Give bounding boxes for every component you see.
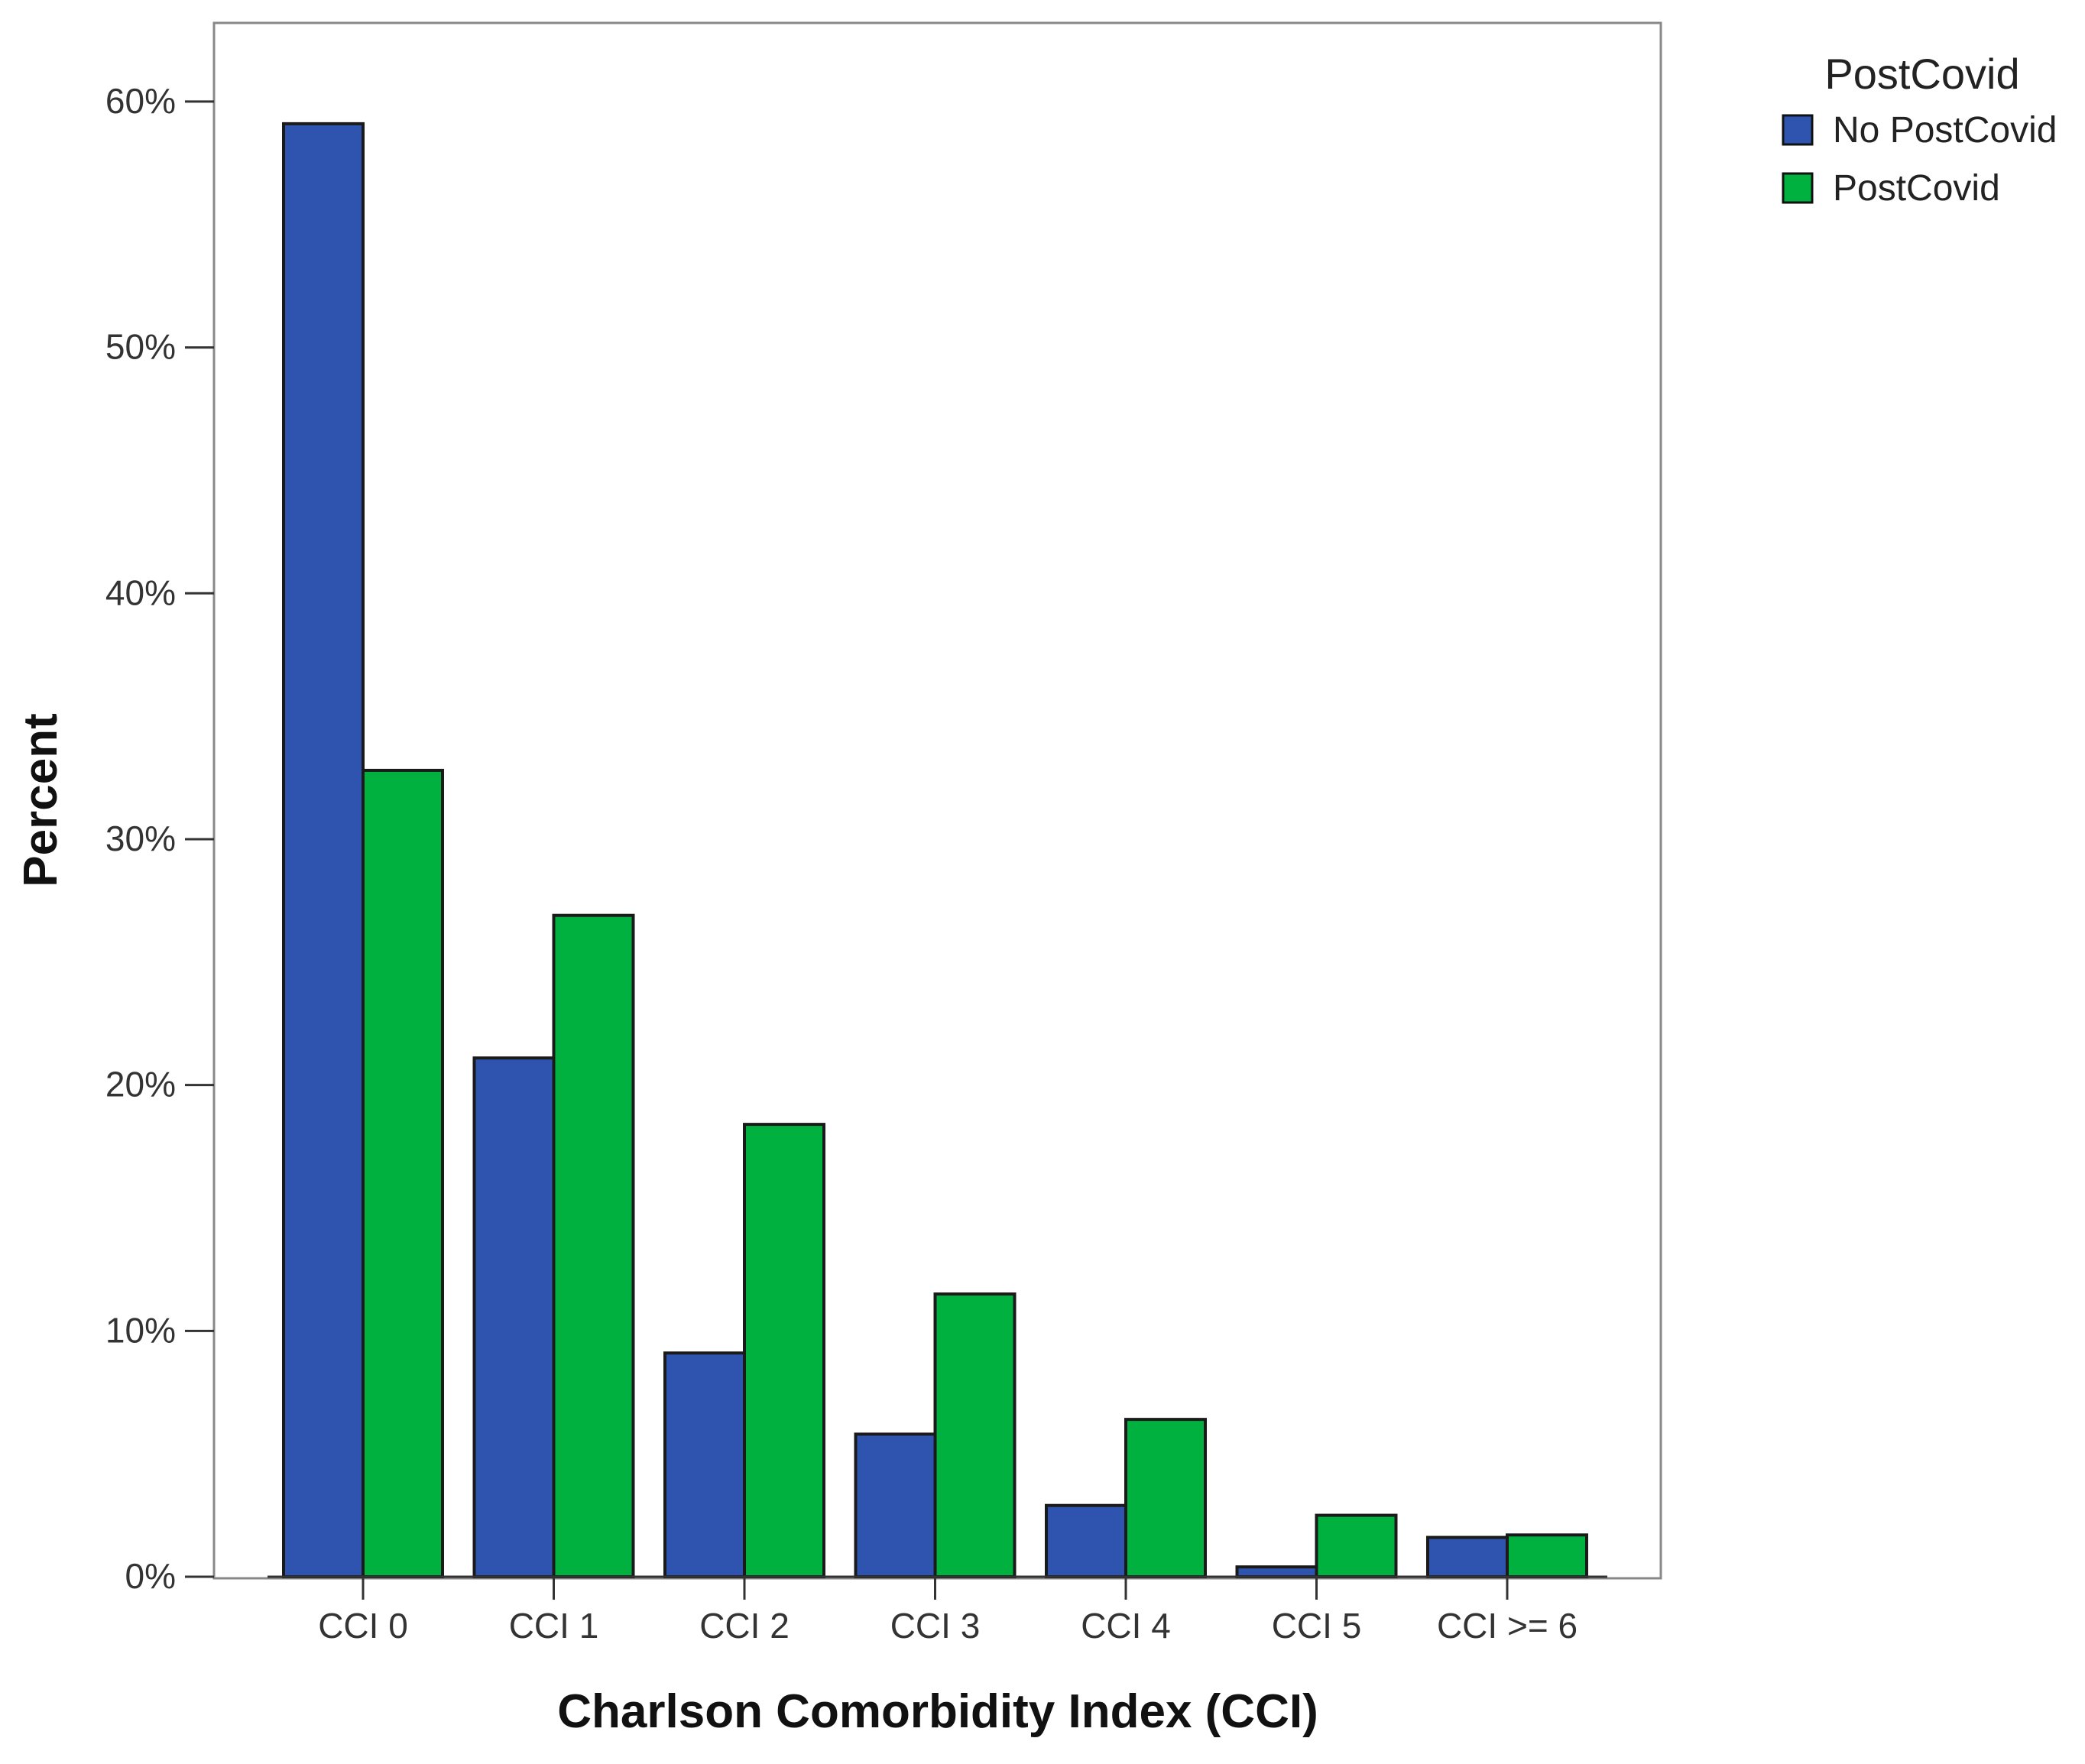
x-tick-label-cci-6: CCI >= 6 bbox=[1437, 1606, 1578, 1646]
bar-no-postcovid-cci-1 bbox=[472, 1056, 556, 1579]
plot-frame bbox=[212, 21, 1662, 1580]
y-tick-label-40: 40% bbox=[105, 572, 176, 612]
y-tick-label-50: 50% bbox=[105, 327, 176, 367]
legend-label-postcovid: PostCovid bbox=[1833, 168, 2000, 209]
bar-no-postcovid-cci-5 bbox=[1235, 1565, 1318, 1578]
y-axis-title: Percent bbox=[15, 713, 67, 887]
y-tick-label-30: 30% bbox=[105, 819, 176, 858]
bar-no-postcovid-cci-3 bbox=[854, 1432, 937, 1579]
bar-no-postcovid-cci-2 bbox=[663, 1351, 746, 1578]
y-tick-label-10: 10% bbox=[105, 1310, 176, 1350]
legend-swatch-no-postcovid bbox=[1782, 114, 1814, 146]
bar-postcovid-cci-2 bbox=[743, 1123, 825, 1578]
legend-swatch-postcovid bbox=[1782, 172, 1814, 204]
y-tick-label-20: 20% bbox=[105, 1065, 176, 1104]
bar-postcovid-cci-4 bbox=[1124, 1418, 1207, 1578]
axes-group: 0% 10% 20% 30% 40% 50% 60% CCI 0 CCI 1 CCI 2 CCI 3… bbox=[105, 81, 1607, 1646]
x-tick-label-cci-3: CCI 3 bbox=[890, 1606, 981, 1646]
bar-postcovid-cci-0 bbox=[362, 768, 444, 1579]
x-tick-label-cci-0: CCI 0 bbox=[318, 1606, 408, 1646]
x-tick-label-cci-1: CCI 1 bbox=[509, 1606, 599, 1646]
bar-postcovid-cci-6 bbox=[1506, 1533, 1588, 1578]
bar-no-postcovid-cci-0 bbox=[282, 122, 365, 1578]
x-axis-title: Charlson Comorbidity Index (CCI) bbox=[557, 1685, 1318, 1738]
x-tick-label-cci-5: CCI 5 bbox=[1272, 1606, 1362, 1646]
legend-title: PostCovid bbox=[1824, 50, 2019, 98]
bar-postcovid-cci-1 bbox=[552, 913, 635, 1578]
bar-postcovid-cci-3 bbox=[933, 1292, 1017, 1578]
bar-no-postcovid-cci-4 bbox=[1045, 1503, 1127, 1579]
legend-label-no-postcovid: No PostCovid bbox=[1833, 110, 2057, 151]
x-tick-label-cci-4: CCI 4 bbox=[1081, 1606, 1171, 1646]
bar-postcovid-cci-5 bbox=[1315, 1513, 1398, 1578]
x-tick-label-cci-2: CCI 2 bbox=[699, 1606, 790, 1646]
legend: PostCovid No PostCovid PostCovid bbox=[1782, 50, 2057, 209]
bar-no-postcovid-cci-6 bbox=[1426, 1535, 1509, 1578]
y-tick-label-60: 60% bbox=[105, 81, 176, 121]
y-tick-label-0: 0% bbox=[125, 1556, 176, 1596]
bars-group bbox=[282, 122, 1588, 1579]
